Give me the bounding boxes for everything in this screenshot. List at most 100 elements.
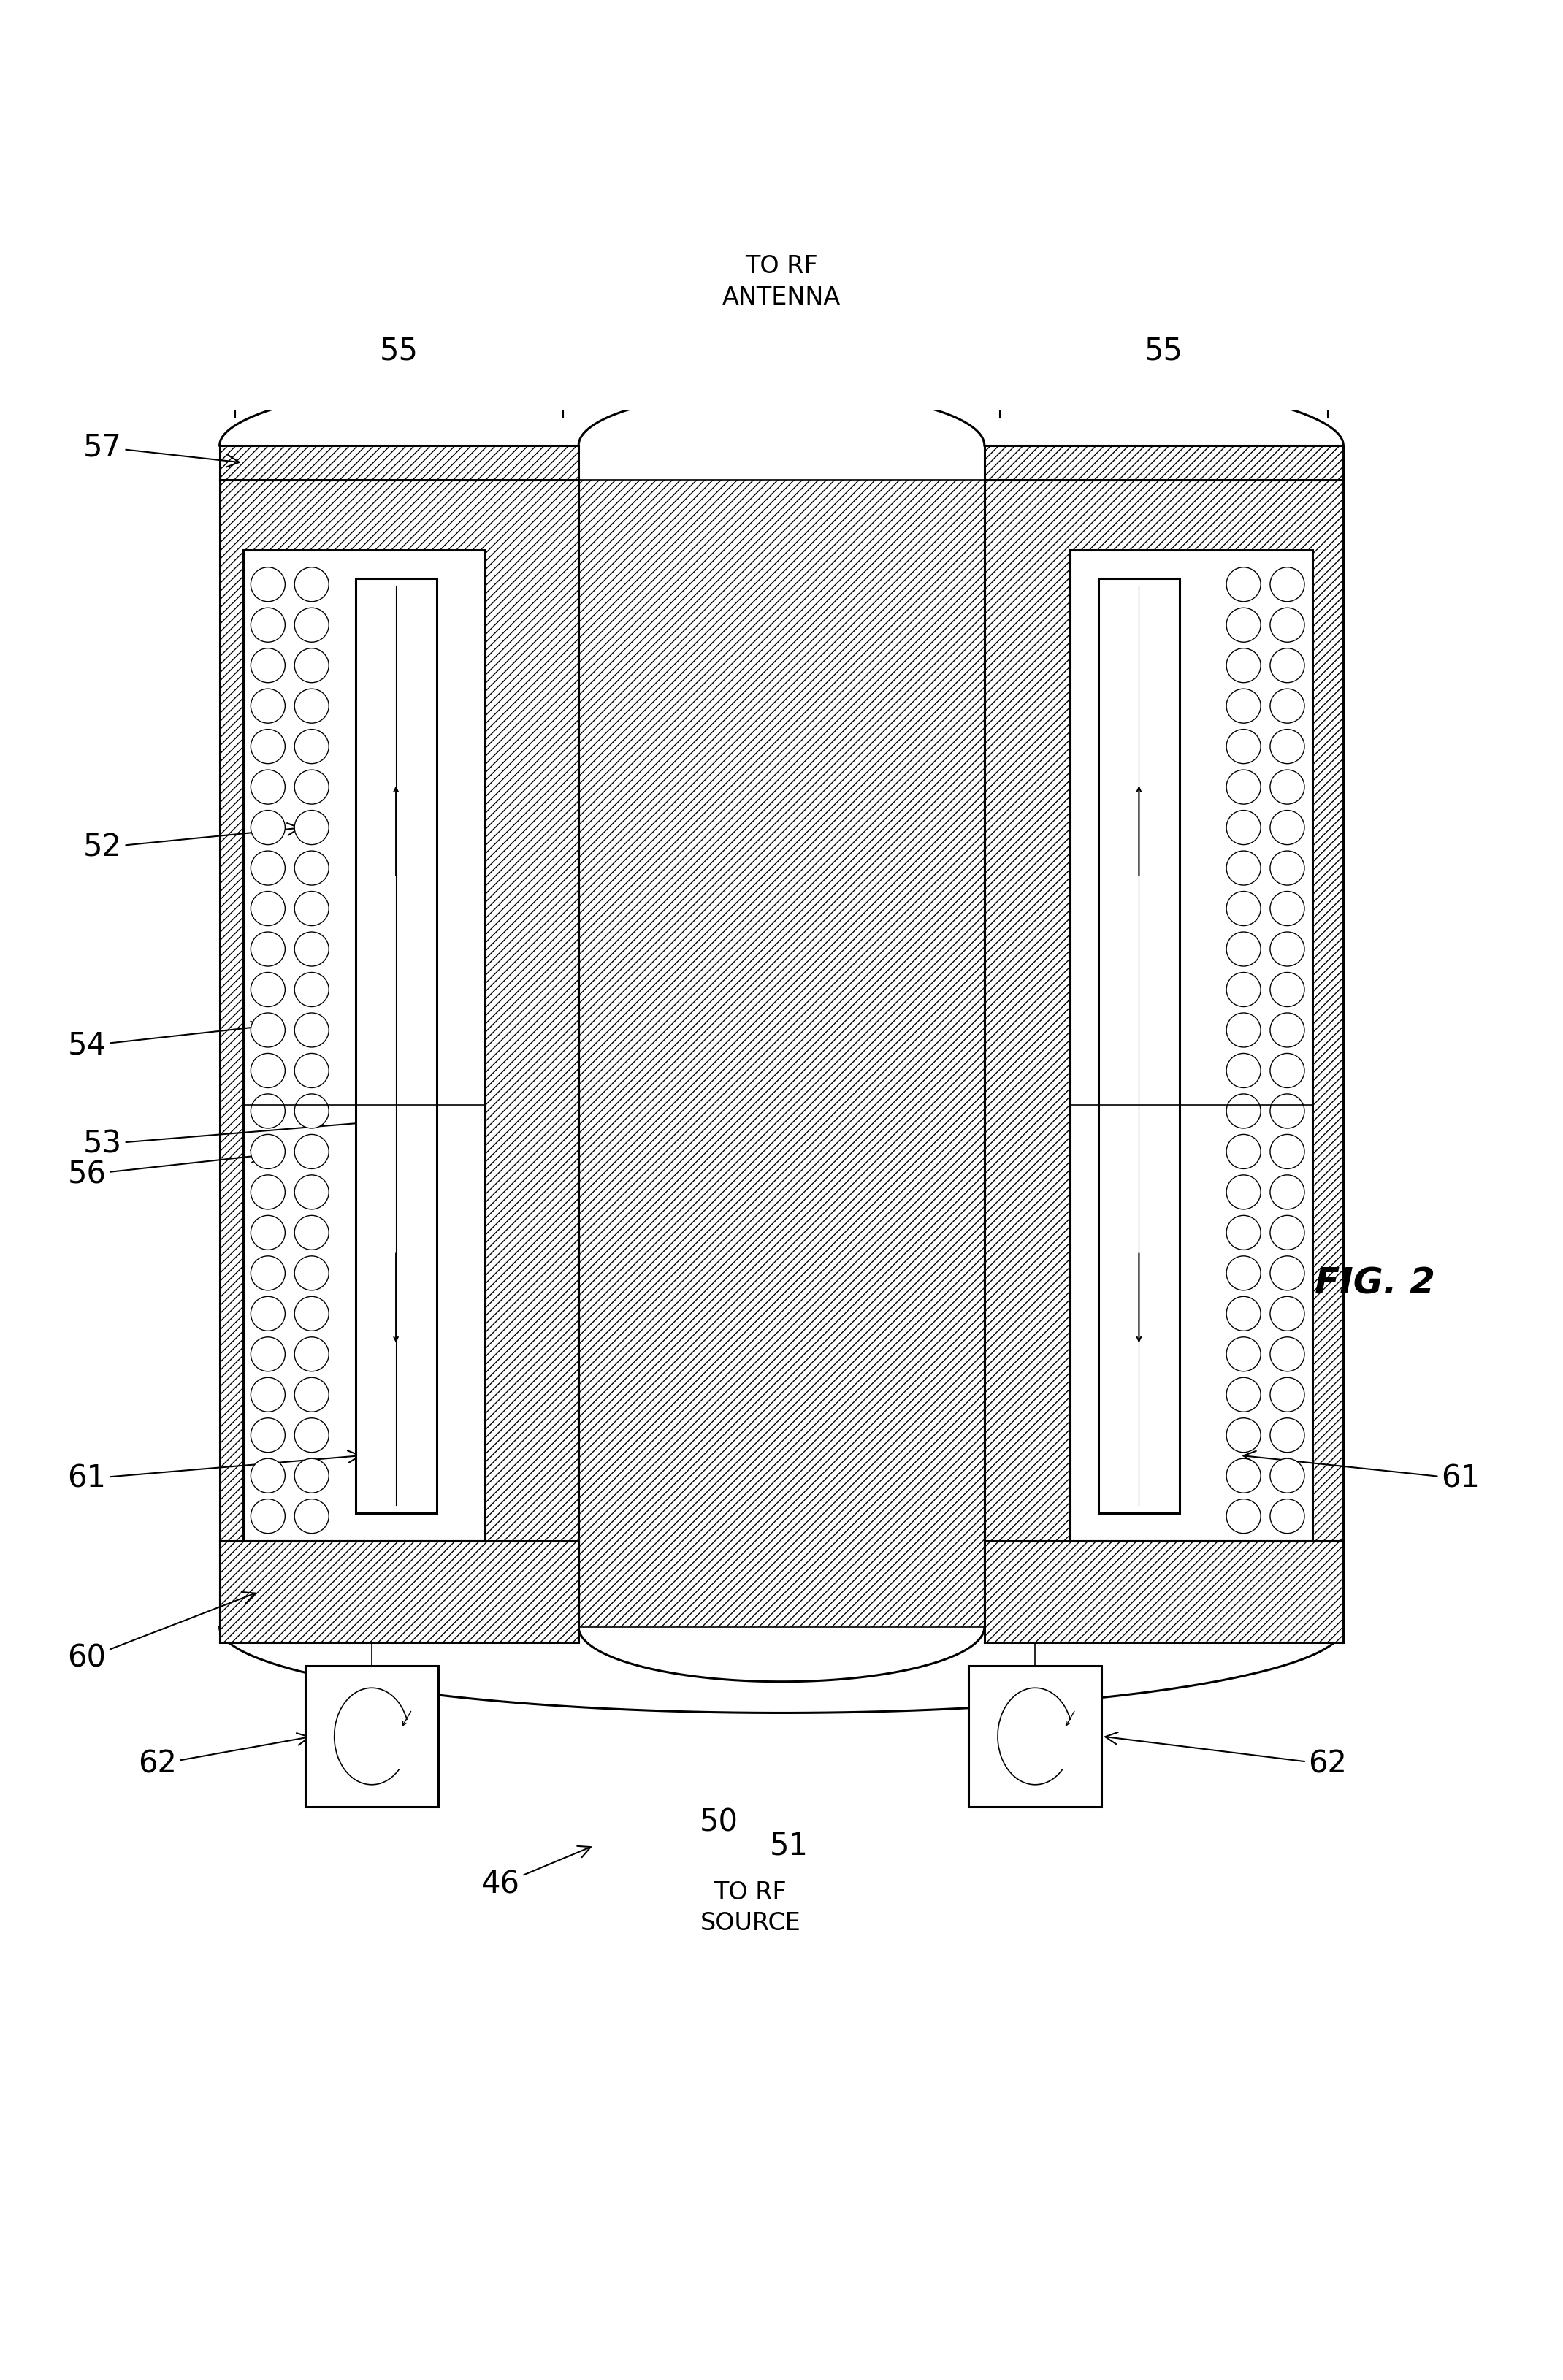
Circle shape bbox=[1227, 892, 1261, 926]
Circle shape bbox=[1227, 1257, 1261, 1290]
Circle shape bbox=[294, 1418, 328, 1452]
Circle shape bbox=[294, 1176, 328, 1209]
Text: 51: 51 bbox=[771, 1830, 808, 1861]
Circle shape bbox=[1271, 688, 1305, 724]
Circle shape bbox=[250, 1418, 284, 1452]
Text: SOURCE: SOURCE bbox=[700, 1911, 800, 1935]
Circle shape bbox=[250, 1297, 284, 1330]
Circle shape bbox=[1271, 1297, 1305, 1330]
Circle shape bbox=[294, 973, 328, 1007]
Circle shape bbox=[250, 1338, 284, 1371]
Text: 46: 46 bbox=[481, 1847, 591, 1899]
Circle shape bbox=[1227, 688, 1261, 724]
Bar bbox=[219, 445, 578, 481]
Text: TO RF: TO RF bbox=[714, 1880, 786, 1904]
Circle shape bbox=[1271, 1216, 1305, 1250]
Circle shape bbox=[250, 769, 284, 804]
Circle shape bbox=[1271, 728, 1305, 764]
Circle shape bbox=[294, 607, 328, 643]
Circle shape bbox=[1227, 647, 1261, 683]
Circle shape bbox=[250, 1459, 284, 1492]
Circle shape bbox=[294, 1216, 328, 1250]
Bar bbox=[578, 481, 985, 1628]
Circle shape bbox=[294, 1014, 328, 1047]
Bar bbox=[1099, 578, 1180, 1514]
Circle shape bbox=[1271, 933, 1305, 966]
Text: FIG. 2: FIG. 2 bbox=[1314, 1266, 1435, 1302]
Circle shape bbox=[1271, 1054, 1305, 1088]
Text: 55: 55 bbox=[380, 336, 419, 367]
Text: 60: 60 bbox=[67, 1592, 255, 1673]
Circle shape bbox=[250, 1216, 284, 1250]
Circle shape bbox=[1271, 850, 1305, 885]
Circle shape bbox=[294, 1054, 328, 1088]
Circle shape bbox=[1271, 1459, 1305, 1492]
Circle shape bbox=[250, 1095, 284, 1128]
Circle shape bbox=[250, 933, 284, 966]
Circle shape bbox=[1271, 973, 1305, 1007]
Text: TO RF: TO RF bbox=[746, 255, 817, 278]
Circle shape bbox=[250, 1054, 284, 1088]
Text: 62: 62 bbox=[138, 1733, 309, 1780]
Circle shape bbox=[250, 647, 284, 683]
Circle shape bbox=[1271, 1418, 1305, 1452]
Circle shape bbox=[294, 1135, 328, 1169]
Bar bbox=[355, 578, 436, 1514]
Circle shape bbox=[250, 1257, 284, 1290]
Circle shape bbox=[250, 688, 284, 724]
Bar bbox=[985, 445, 1344, 481]
Circle shape bbox=[1227, 1054, 1261, 1088]
Text: 52: 52 bbox=[83, 823, 300, 862]
Circle shape bbox=[1227, 1176, 1261, 1209]
Text: ANTENNA: ANTENNA bbox=[722, 286, 841, 309]
Bar bbox=[985, 1542, 1344, 1642]
Circle shape bbox=[294, 1499, 328, 1533]
Circle shape bbox=[250, 1014, 284, 1047]
Circle shape bbox=[1271, 1257, 1305, 1290]
Circle shape bbox=[294, 688, 328, 724]
Bar bbox=[305, 1666, 438, 1806]
Circle shape bbox=[1271, 1135, 1305, 1169]
Circle shape bbox=[1227, 973, 1261, 1007]
Circle shape bbox=[1271, 647, 1305, 683]
Circle shape bbox=[1227, 850, 1261, 885]
Circle shape bbox=[294, 769, 328, 804]
Circle shape bbox=[294, 566, 328, 602]
Circle shape bbox=[294, 1257, 328, 1290]
Circle shape bbox=[1227, 769, 1261, 804]
Circle shape bbox=[294, 892, 328, 926]
Circle shape bbox=[1227, 1014, 1261, 1047]
Circle shape bbox=[1227, 607, 1261, 643]
Circle shape bbox=[1227, 933, 1261, 966]
Circle shape bbox=[1271, 769, 1305, 804]
Circle shape bbox=[250, 728, 284, 764]
Circle shape bbox=[250, 809, 284, 845]
Circle shape bbox=[1227, 1095, 1261, 1128]
Circle shape bbox=[294, 809, 328, 845]
Bar bbox=[242, 550, 485, 1542]
Circle shape bbox=[250, 850, 284, 885]
Circle shape bbox=[1271, 1176, 1305, 1209]
Circle shape bbox=[1227, 1418, 1261, 1452]
Text: 61: 61 bbox=[1243, 1452, 1480, 1495]
Text: 56: 56 bbox=[67, 1150, 264, 1190]
Circle shape bbox=[294, 850, 328, 885]
Circle shape bbox=[1271, 566, 1305, 602]
Circle shape bbox=[1227, 728, 1261, 764]
Text: 54: 54 bbox=[67, 1021, 264, 1061]
Text: 55: 55 bbox=[1144, 336, 1183, 367]
Circle shape bbox=[1271, 1014, 1305, 1047]
Circle shape bbox=[294, 933, 328, 966]
Bar bbox=[219, 481, 578, 1628]
Circle shape bbox=[250, 1135, 284, 1169]
Circle shape bbox=[1227, 1499, 1261, 1533]
Circle shape bbox=[250, 892, 284, 926]
Text: 50: 50 bbox=[700, 1806, 738, 1837]
Circle shape bbox=[250, 607, 284, 643]
Circle shape bbox=[1227, 1135, 1261, 1169]
Circle shape bbox=[1227, 1459, 1261, 1492]
Circle shape bbox=[294, 1297, 328, 1330]
Circle shape bbox=[1227, 809, 1261, 845]
Bar bbox=[985, 481, 1344, 1628]
Circle shape bbox=[1227, 566, 1261, 602]
